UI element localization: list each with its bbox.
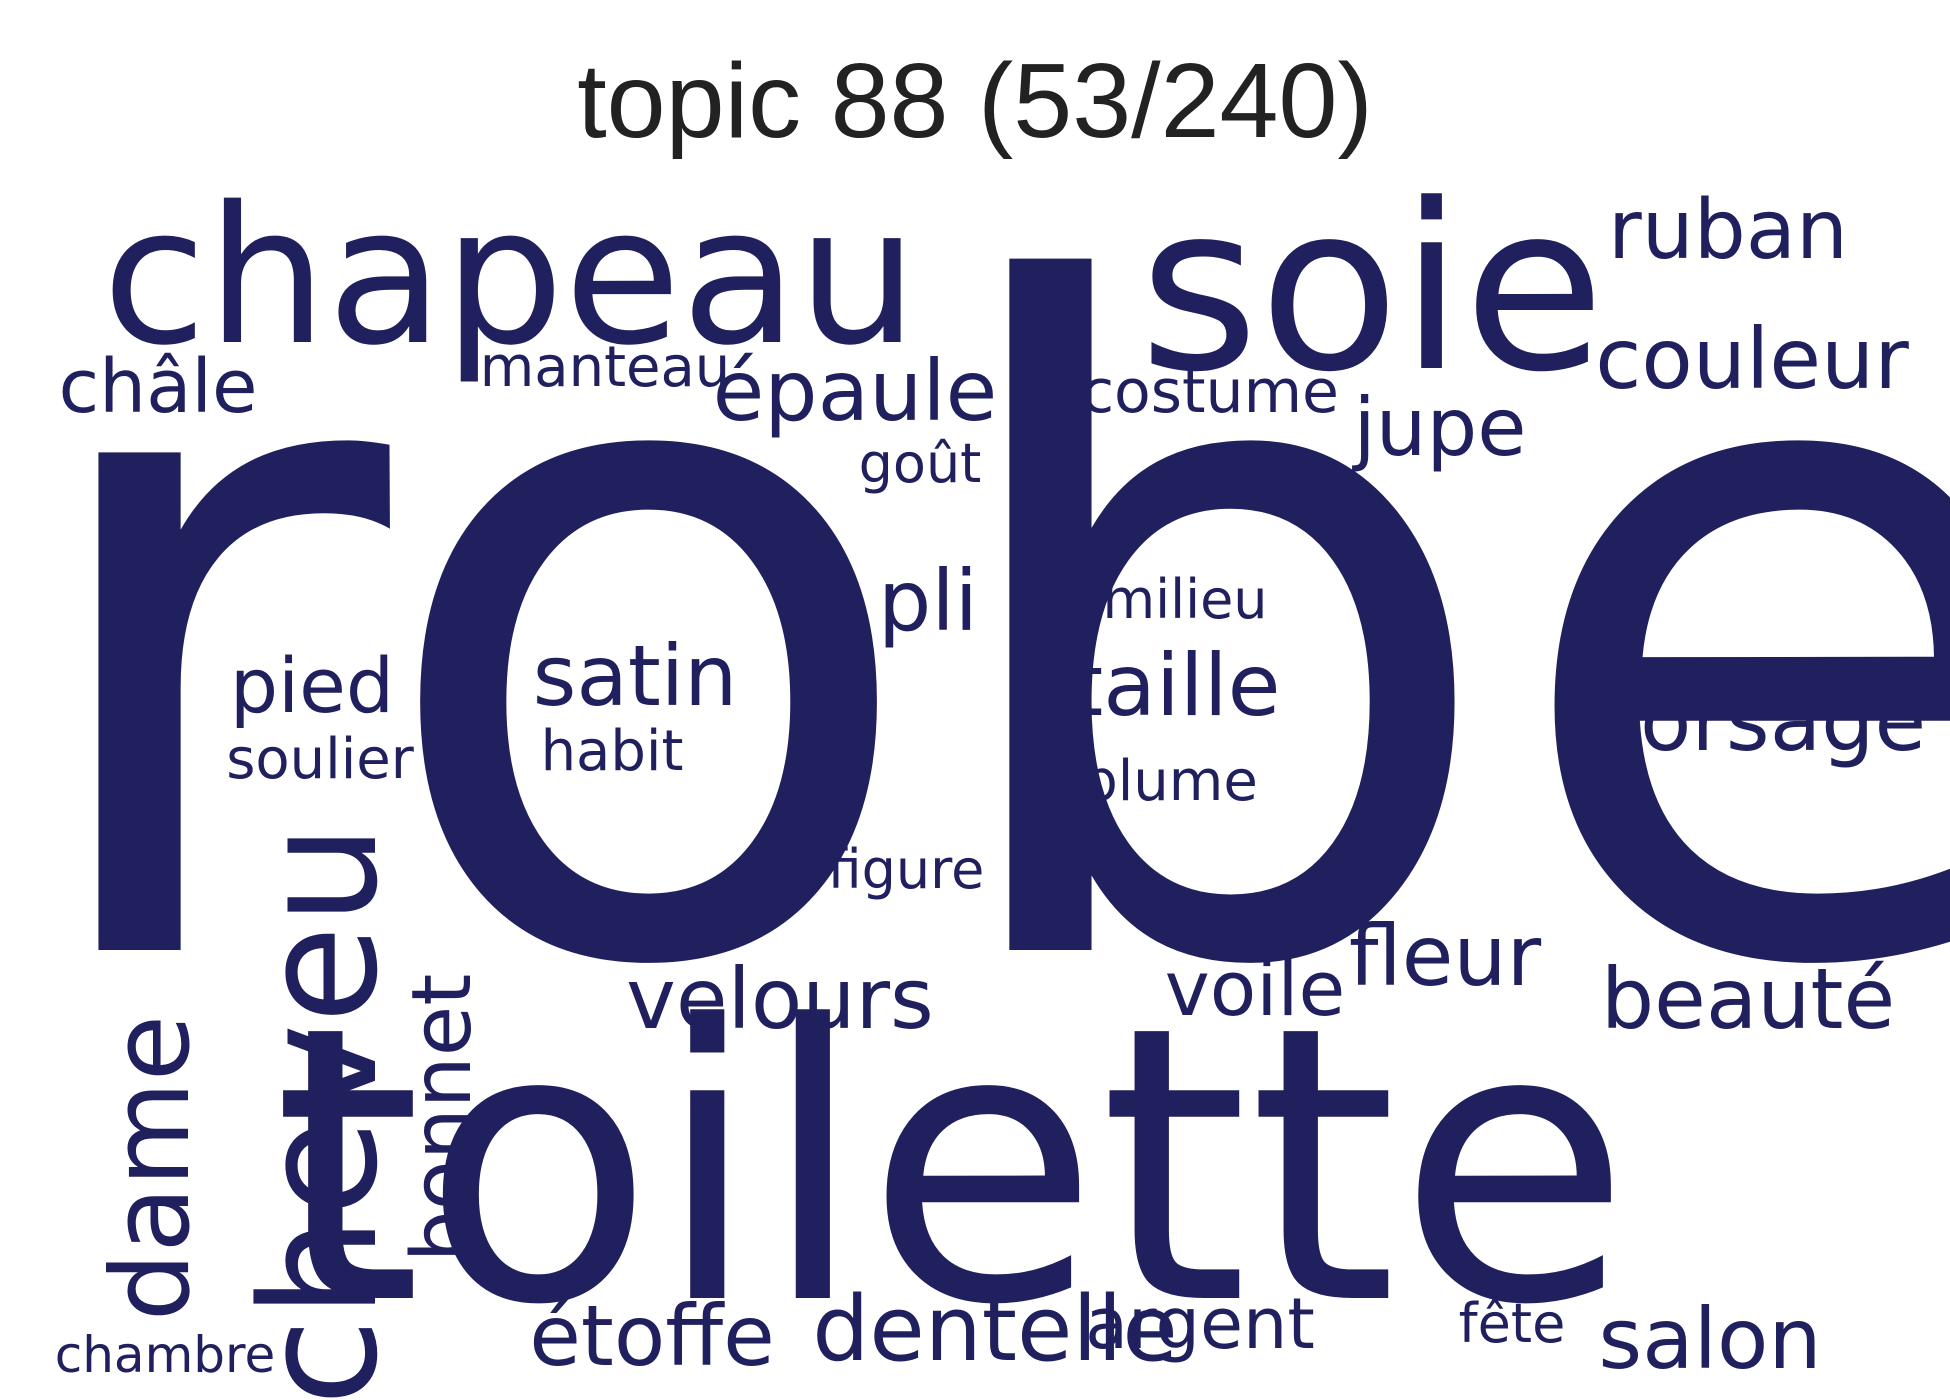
cloud-word-12: étoffe [529, 1287, 775, 1385]
cloud-word-5: dame [89, 1015, 214, 1321]
cloud-word-19: pli [878, 552, 978, 650]
cloud-word-21: pied [230, 641, 394, 730]
cloud-word-26: manteau [480, 335, 731, 400]
cloud-word-15: salon [1598, 1290, 1821, 1388]
cloud-word-16: épaule [713, 342, 998, 440]
cloud-word-30: habit [541, 719, 684, 784]
cloud-word-34: chambre [55, 1326, 275, 1384]
cloud-word-8: beauté [1601, 950, 1895, 1048]
cloud-word-25: costume [1081, 357, 1339, 427]
cloud-word-22: voile [1165, 944, 1345, 1033]
cloud-word-31: goût [859, 432, 982, 495]
cloud-word-7: velours [626, 950, 934, 1048]
cloud-word-24: argent [1085, 1283, 1315, 1365]
cloud-word-0: robe [16, 105, 1950, 1165]
cloud-word-10: corsage [1594, 672, 1926, 770]
cloud-word-23: châle [58, 344, 257, 430]
cloud-word-18: fleur [1349, 907, 1542, 1005]
cloud-word-4: cheveu [226, 824, 413, 1400]
cloud-word-29: milieu [1102, 568, 1267, 631]
cloud-word-32: figure [828, 838, 985, 901]
cloud-word-6: bonnet [395, 974, 490, 1263]
cloud-word-27: soulier [226, 727, 415, 792]
cloud-word-1: toilette [273, 945, 1631, 1388]
figure-title: topic 88 (53/240) [577, 42, 1373, 160]
cloud-word-11: dentelle [812, 1277, 1178, 1382]
cloud-word-3: chapeau [102, 166, 918, 387]
cloud-word-9: couleur [1595, 310, 1909, 408]
cloud-word-14: satin [533, 627, 738, 725]
cloud-word-13: taille [1069, 636, 1280, 736]
cloud-word-20: jupe [1352, 381, 1527, 474]
cloud-word-33: fête [1459, 1292, 1566, 1355]
cloud-word-17: ruban [1608, 183, 1848, 278]
cloud-word-28: plume [1082, 749, 1258, 814]
cloud-word-2: soie [1139, 156, 1605, 423]
